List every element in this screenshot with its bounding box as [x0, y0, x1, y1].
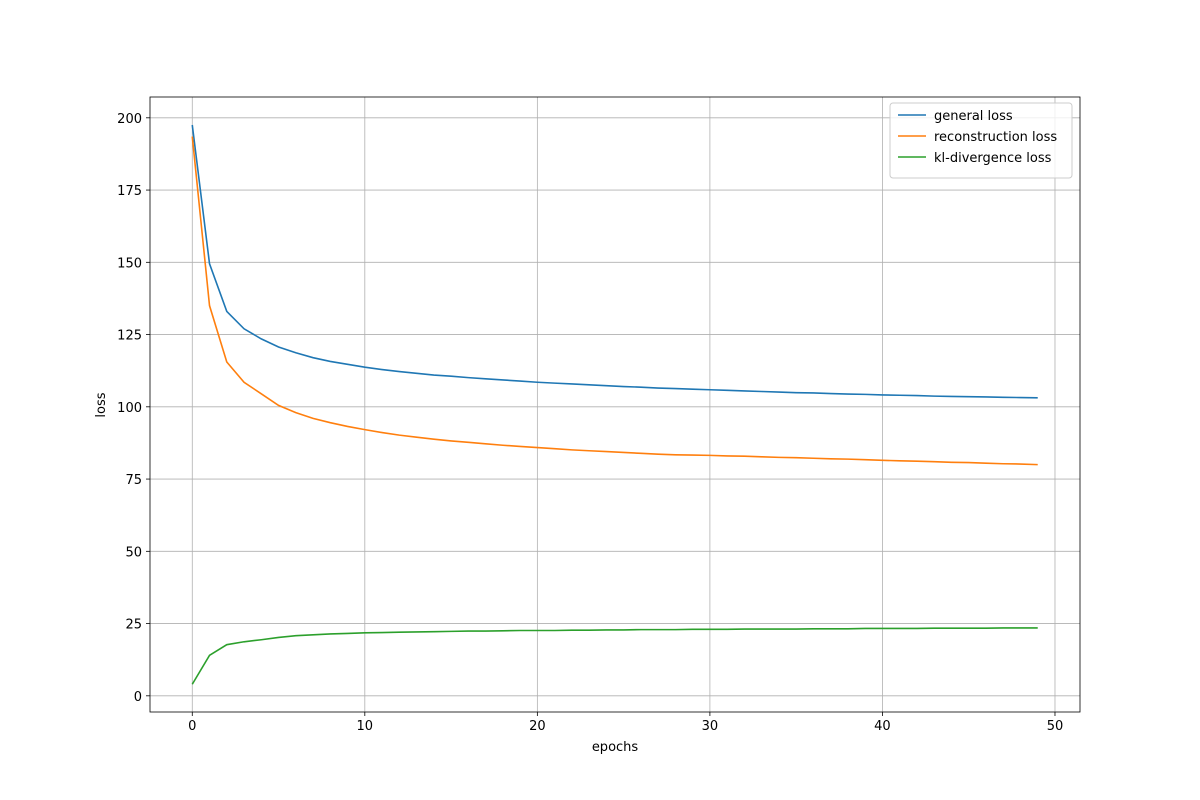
x-tick-label: 0: [188, 719, 196, 734]
line: [191, 124, 1038, 399]
x-axis-label: epochs: [592, 740, 639, 755]
y-tick-label: 125: [117, 329, 142, 344]
y-tick-label: 50: [125, 545, 142, 560]
line: [191, 627, 1038, 685]
x-tick-label: 40: [874, 719, 891, 734]
legend: general loss reconstruction loss kl-diverg…: [889, 102, 1073, 179]
y-tick-label: 100: [117, 401, 142, 416]
x-tick-label: 20: [529, 719, 546, 734]
x-tick-label: 30: [702, 719, 719, 734]
line: [191, 136, 1038, 466]
legend-label: reconstruction loss: [934, 130, 1057, 145]
x-tick-label: 10: [357, 719, 374, 734]
y-axis-label: loss: [94, 392, 109, 417]
y-tick-label: 175: [117, 184, 142, 199]
y-tick-label: 200: [117, 112, 142, 127]
y-tick-label: 150: [117, 256, 142, 271]
y-tick-label: 25: [125, 618, 142, 633]
x-tick-label: 50: [1047, 719, 1064, 734]
y-tick-label: 75: [125, 473, 142, 488]
plot-frame: [149, 96, 1081, 713]
legend-label: general loss: [934, 109, 1013, 124]
legend-label: kl-divergence loss: [934, 151, 1052, 166]
legend-box: [889, 102, 1073, 179]
y-tick-label: 0: [134, 690, 142, 705]
